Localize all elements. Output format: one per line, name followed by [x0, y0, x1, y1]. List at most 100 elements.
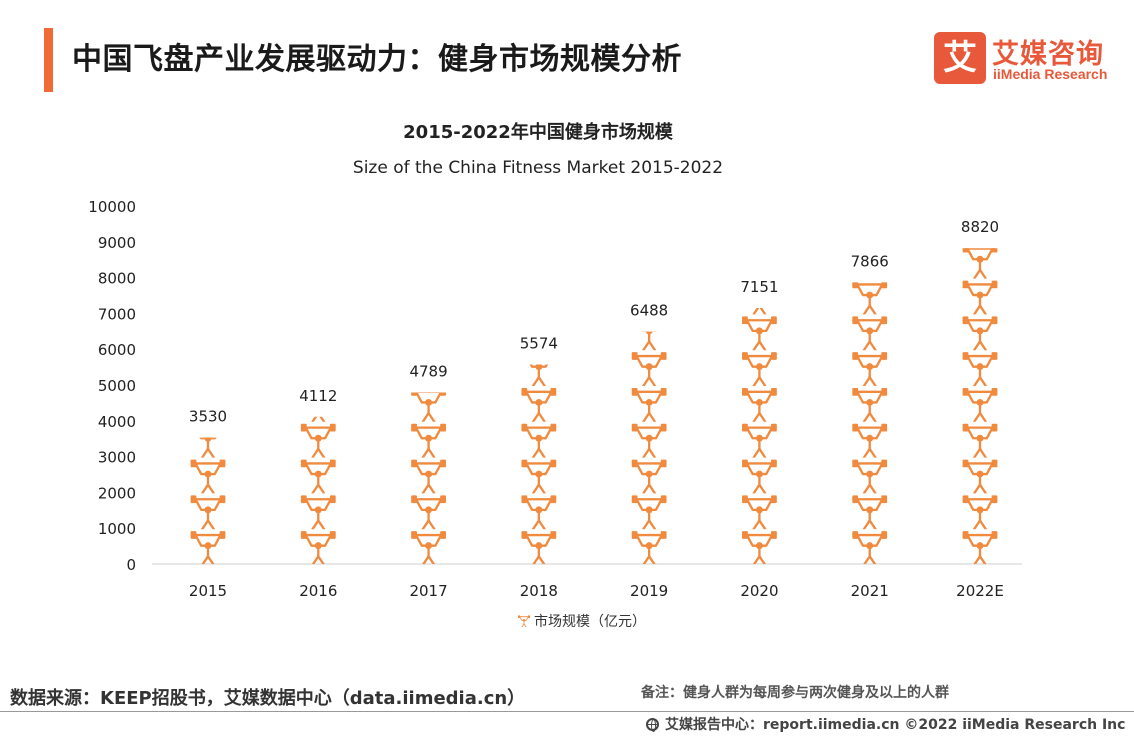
value-label: 6488 — [630, 302, 668, 320]
footer-divider — [0, 711, 1134, 712]
weightlifter-icon — [851, 458, 888, 494]
y-tick-label: 6000 — [98, 341, 136, 359]
weightlifter-icon — [190, 530, 226, 565]
weightlifter-icon — [741, 458, 778, 494]
weightlifter-icon — [520, 458, 557, 494]
x-tick-label: 2020 — [740, 582, 778, 600]
bar-2019 — [631, 331, 668, 565]
bar-2017 — [410, 392, 447, 564]
weightlifter-icon — [962, 351, 998, 386]
value-label: 5574 — [520, 334, 558, 352]
weightlifter-icon — [851, 315, 888, 351]
legend-weightlifter-icon — [518, 615, 530, 627]
weightlifter-icon — [300, 494, 337, 530]
weightlifter-icon — [631, 387, 668, 422]
weightlifter-icon — [962, 422, 998, 458]
bar-2016 — [300, 416, 337, 564]
logo-mark-icon: 艾 — [934, 32, 986, 84]
chart-subtitle: Size of the China Fitness Market 2015-20… — [353, 158, 723, 178]
weightlifter-icon — [851, 530, 888, 564]
y-tick-label: 9000 — [98, 234, 136, 252]
title-accent-bar — [44, 28, 53, 92]
logo-en-text: iiMedia Research — [993, 66, 1108, 82]
value-label: 4112 — [299, 387, 337, 405]
weightlifter-icon — [631, 422, 668, 458]
weightlifter-icon — [631, 494, 668, 530]
data-source: 数据来源：KEEP招股书，艾媒数据中心（data.iimedia.cn） — [10, 688, 526, 709]
weightlifter-icon — [962, 530, 998, 565]
y-tick-label: 8000 — [98, 270, 136, 288]
logo-cn-text: 艾媒咨询 — [992, 39, 1104, 70]
weightlifter-icon — [741, 530, 778, 564]
value-label: 3530 — [189, 408, 227, 426]
fitness-market-chart: 2015-2022年中国健身市场规模 Size of the China Fit… — [88, 121, 1022, 630]
weightlifter-icon — [851, 494, 888, 530]
x-tick-label: 2016 — [299, 582, 337, 600]
value-label: 7866 — [851, 252, 889, 270]
x-tick-label: 2019 — [630, 582, 668, 600]
y-tick-label: 0 — [126, 556, 136, 574]
weightlifter-icon — [410, 422, 447, 458]
weightlifter-icon — [520, 494, 557, 530]
weightlifter-icon — [851, 282, 888, 315]
legend-label: 市场规模（亿元） — [534, 613, 646, 630]
y-tick-label: 10000 — [88, 198, 136, 216]
weightlifter-icon — [300, 422, 337, 458]
bar-2021 — [851, 282, 888, 564]
weightlifter-icon — [851, 387, 888, 422]
weightlifter-icon — [190, 494, 226, 530]
weightlifter-icon — [520, 364, 557, 386]
x-tick-label: 2017 — [409, 582, 447, 600]
x-tick-label: 2018 — [520, 582, 558, 600]
weightlifter-icon — [962, 458, 998, 494]
weightlifter-icon — [410, 494, 447, 530]
value-label: 4789 — [409, 363, 447, 381]
weightlifter-icon — [741, 422, 778, 458]
copyright-text: 艾媒报告中心：report.iimedia.cn ©2022 iiMedia R… — [665, 717, 1126, 733]
y-tick-label: 1000 — [98, 520, 136, 538]
weightlifter-icon — [741, 387, 778, 422]
weightlifter-icon — [962, 494, 998, 530]
weightlifter-icon — [410, 458, 447, 494]
globe-icon — [646, 718, 659, 732]
bar-2015 — [190, 437, 226, 565]
page-title: 中国飞盘产业发展驱动力：健身市场规模分析 — [72, 42, 682, 77]
weightlifter-icon — [631, 351, 668, 386]
y-tick-label: 2000 — [98, 484, 136, 502]
bar-2020 — [741, 307, 778, 564]
y-tick-label: 7000 — [98, 305, 136, 323]
bar-2022E — [962, 248, 998, 565]
copyright-line: 艾媒报告中心：report.iimedia.cn ©2022 iiMedia R… — [646, 714, 1125, 734]
iimedia-logo[interactable]: 艾 艾媒咨询 iiMedia Research — [934, 32, 1124, 86]
weightlifter-icon — [520, 387, 557, 422]
x-tick-label: 2021 — [851, 582, 889, 600]
value-label: 7151 — [740, 278, 778, 296]
weightlifter-icon — [741, 494, 778, 530]
weightlifter-icon — [410, 530, 447, 564]
weightlifter-icon — [962, 315, 998, 351]
x-tick-label: 2015 — [189, 582, 227, 600]
y-tick-label: 4000 — [98, 413, 136, 431]
weightlifter-icon — [741, 315, 778, 351]
x-tick-label: 2022E — [956, 582, 1004, 600]
y-tick-label: 5000 — [98, 377, 136, 395]
footnote: 备注：健身人群为每周参与两次健身及以上的人群 — [641, 685, 949, 701]
weightlifter-icon — [300, 530, 337, 564]
chart-title: 2015-2022年中国健身市场规模 — [403, 121, 674, 143]
weightlifter-icon — [741, 351, 778, 386]
weightlifter-icon — [631, 458, 668, 494]
weightlifter-icon — [851, 351, 888, 386]
weightlifter-icon — [962, 387, 998, 422]
weightlifter-icon — [520, 422, 557, 458]
weightlifter-icon — [300, 458, 337, 494]
weightlifter-icon — [520, 530, 557, 564]
weightlifter-icon — [851, 422, 888, 458]
weightlifter-icon — [190, 437, 226, 458]
y-tick-label: 3000 — [98, 449, 136, 467]
weightlifter-icon — [631, 331, 668, 351]
weightlifter-icon — [410, 392, 447, 422]
weightlifter-icon — [962, 279, 998, 315]
weightlifter-icon — [631, 530, 668, 565]
value-label: 8820 — [961, 218, 999, 236]
weightlifter-icon — [962, 248, 998, 279]
